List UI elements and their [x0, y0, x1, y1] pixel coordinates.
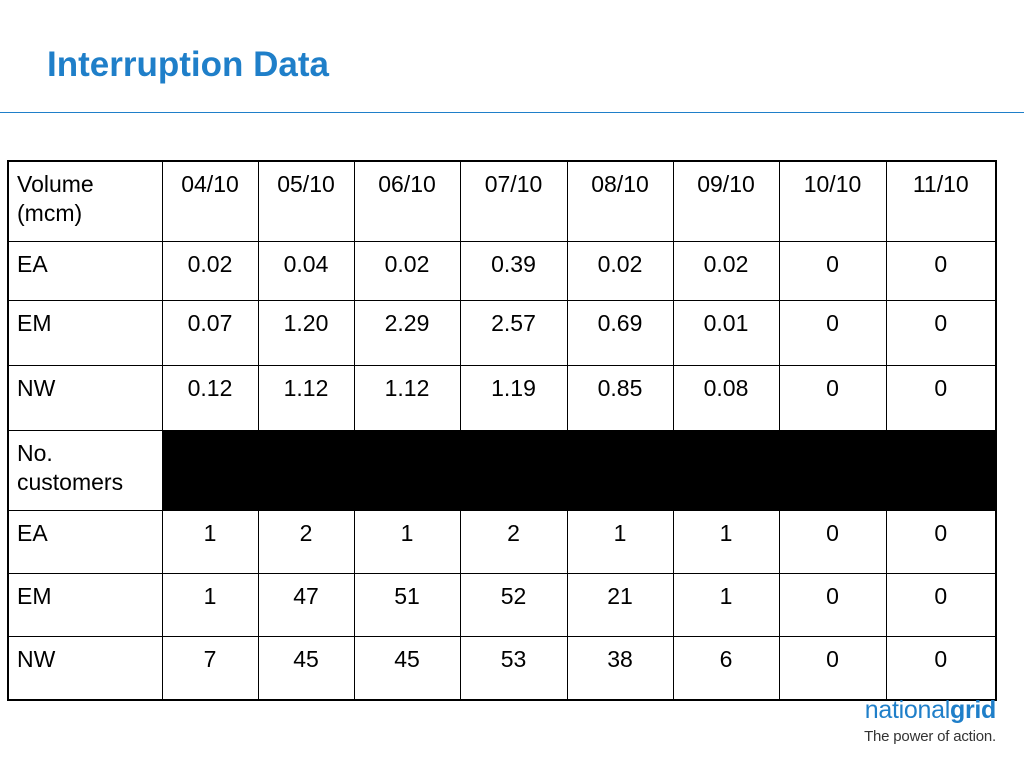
table-cell: 1.12 — [257, 365, 355, 431]
table-cell: 1 — [161, 510, 259, 574]
column-header: 06/10 — [353, 160, 461, 242]
table-cell: 1 — [566, 510, 674, 574]
national-grid-logo: nationalgrid The power of action. — [864, 696, 997, 746]
table-cell: 0 — [778, 300, 887, 366]
table-row: EM 1 47 51 52 21 1 0 0 — [7, 573, 997, 637]
table-cell: 0.01 — [672, 300, 780, 366]
table-cell: 52 — [459, 573, 568, 637]
column-header: 08/10 — [566, 160, 674, 242]
table-row: EM 0.07 1.20 2.29 2.57 0.69 0.01 0 0 — [7, 300, 997, 366]
column-header: 09/10 — [672, 160, 780, 242]
table-header-row: Volume (mcm) 04/10 05/10 06/10 07/10 08/… — [7, 160, 997, 242]
table-cell: 0 — [885, 365, 997, 431]
logo-wordmark-light: national — [864, 696, 950, 724]
column-header: 10/10 — [778, 160, 887, 242]
title-divider — [0, 112, 1024, 113]
table-cell: 47 — [257, 573, 355, 637]
table-cell: 1 — [353, 510, 461, 574]
table-cell: 0.39 — [459, 241, 568, 301]
table-cell: 0.02 — [672, 241, 780, 301]
column-header: 07/10 — [459, 160, 568, 242]
row-label: EM — [7, 573, 163, 637]
table-cell: 1 — [672, 510, 780, 574]
table-cell: 0 — [885, 300, 997, 366]
table-row: NW 0.12 1.12 1.12 1.19 0.85 0.08 0 0 — [7, 365, 997, 431]
table-cell: 1.12 — [353, 365, 461, 431]
volume-header-label: Volume (mcm) — [7, 160, 163, 242]
table-row: NW 7 45 45 53 38 6 0 0 — [7, 636, 997, 701]
table-cell: 0 — [778, 573, 887, 637]
table-cell: 0.02 — [161, 241, 259, 301]
table-cell: 51 — [353, 573, 461, 637]
table-cell: 0.07 — [161, 300, 259, 366]
row-label: NW — [7, 365, 163, 431]
table-cell: 0 — [778, 636, 887, 701]
table-cell: 45 — [257, 636, 355, 701]
table-cell: 45 — [353, 636, 461, 701]
table-cell: 0.12 — [161, 365, 259, 431]
table-cell: 0 — [885, 636, 997, 701]
table-cell: 7 — [161, 636, 259, 701]
table-row: EA 1 2 1 2 1 1 0 0 — [7, 510, 997, 574]
table-cell: 0.04 — [257, 241, 355, 301]
customers-section-row: No. customers — [7, 430, 997, 511]
table-cell: 1.19 — [459, 365, 568, 431]
row-label: EM — [7, 300, 163, 366]
table-row: EA 0.02 0.04 0.02 0.39 0.02 0.02 0 0 — [7, 241, 997, 301]
table-cell: 0 — [778, 241, 887, 301]
table-cell: 0 — [885, 510, 997, 574]
table-cell: 0.85 — [566, 365, 674, 431]
logo-tagline: The power of action. — [864, 728, 996, 745]
interruption-data-table: Volume (mcm) 04/10 05/10 06/10 07/10 08/… — [7, 160, 997, 701]
table-cell: 53 — [459, 636, 568, 701]
table-cell: 0.08 — [672, 365, 780, 431]
section-divider-bar — [161, 430, 997, 511]
table-cell: 2.29 — [353, 300, 461, 366]
table-cell: 2 — [257, 510, 355, 574]
table-cell: 2.57 — [459, 300, 568, 366]
customers-section-label: No. customers — [7, 430, 163, 511]
table-cell: 0.02 — [353, 241, 461, 301]
table-cell: 2 — [459, 510, 568, 574]
table-cell: 1 — [161, 573, 259, 637]
table-cell: 0 — [778, 510, 887, 574]
table-cell: 0 — [885, 241, 997, 301]
column-header: 11/10 — [885, 160, 997, 242]
table-cell: 38 — [566, 636, 674, 701]
table-cell: 0.69 — [566, 300, 674, 366]
column-header: 04/10 — [161, 160, 259, 242]
table-cell: 1 — [672, 573, 780, 637]
logo-wordmark-bold: grid — [949, 696, 996, 724]
table-cell: 0.02 — [566, 241, 674, 301]
logo-wordmark: nationalgrid — [864, 696, 997, 724]
column-header: 05/10 — [257, 160, 355, 242]
row-label: NW — [7, 636, 163, 701]
table-cell: 0 — [885, 573, 997, 637]
table-cell: 0 — [778, 365, 887, 431]
row-label: EA — [7, 241, 163, 301]
page-title: Interruption Data — [47, 45, 329, 84]
table-cell: 1.20 — [257, 300, 355, 366]
table-cell: 6 — [672, 636, 780, 701]
row-label: EA — [7, 510, 163, 574]
table-cell: 21 — [566, 573, 674, 637]
